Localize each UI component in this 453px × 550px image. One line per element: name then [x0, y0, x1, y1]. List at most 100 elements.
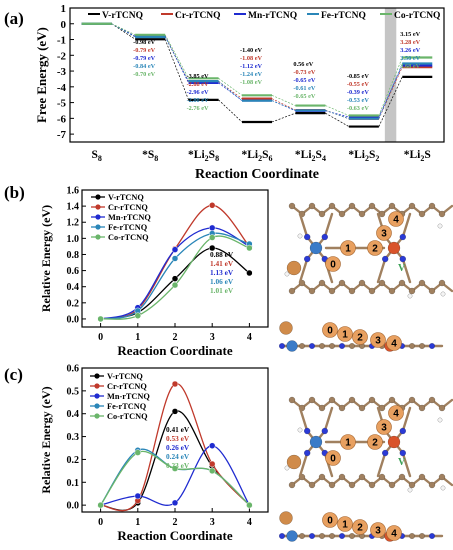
- carbon-atom: [428, 202, 436, 210]
- carbon-atom: [288, 202, 296, 210]
- data-point: [246, 269, 253, 277]
- carbon-atom: [398, 473, 406, 481]
- position-marker: [352, 519, 368, 535]
- nitrogen-atom: [399, 233, 407, 241]
- y-tick-label: 0.3: [67, 432, 80, 443]
- y-tick-label: 0.1: [67, 478, 80, 489]
- carbon-atom: [318, 279, 326, 287]
- chain-atom: [308, 532, 316, 540]
- carbon-atom: [408, 202, 416, 210]
- position-label: 1: [345, 244, 351, 255]
- chain-atom: [298, 532, 306, 540]
- x-category-label: *Li2S4: [295, 149, 326, 163]
- data-point: [171, 465, 179, 472]
- step-energy-annotation: -0.98 eV: [133, 39, 155, 46]
- step-energy-annotation: -2.80 eV: [187, 97, 209, 104]
- nitrogen-atom: [321, 427, 329, 435]
- data-point: [208, 234, 216, 241]
- position-marker: [370, 332, 386, 348]
- metal-label: V: [398, 263, 406, 274]
- data-point: [134, 449, 142, 456]
- panel-label: (b): [4, 183, 25, 202]
- legend-marker: [95, 214, 101, 220]
- y-tick-label: 0.0: [67, 314, 80, 325]
- x-category-label: S8: [92, 149, 102, 163]
- chain-atom: [428, 532, 436, 540]
- position-label: 1: [342, 330, 348, 341]
- carbon-atom: [358, 404, 366, 412]
- data-point: [208, 460, 216, 468]
- position-marker: [386, 335, 402, 351]
- bond: [401, 406, 412, 433]
- y-tick-label: 1.0: [67, 234, 80, 245]
- legend-label: Co-rTCNQ: [108, 233, 149, 242]
- hydrogen-atom: [437, 223, 443, 229]
- legend-label: Fe-rTCNQ: [108, 223, 148, 232]
- x-tick-label: 1: [135, 332, 140, 343]
- bond: [298, 257, 309, 284]
- y-tick-label: -3: [57, 66, 67, 78]
- carbon-atom: [338, 210, 346, 218]
- legend-marker: [94, 403, 100, 409]
- data-point: [97, 315, 104, 323]
- position-label: 4: [391, 529, 397, 540]
- hydrogen-atom: [440, 485, 446, 491]
- position-label: 0: [327, 326, 333, 337]
- connector: [218, 78, 243, 96]
- legend-marker: [94, 413, 100, 419]
- carbon-atom: [308, 287, 316, 295]
- carbon-atom: [408, 396, 416, 404]
- carbon-atom: [438, 404, 446, 412]
- barrier-label: 0.53 eV: [166, 434, 190, 443]
- y-tick-label: 0.5: [67, 386, 80, 397]
- data-point: [171, 380, 179, 388]
- bond: [323, 406, 334, 433]
- step-energy-annotation: 3.28 eV: [400, 39, 420, 46]
- position-label: 4: [391, 339, 397, 350]
- legend-label: Co-rTCNQ: [107, 412, 148, 421]
- position-marker: [388, 405, 404, 421]
- chain-atom: [418, 532, 426, 540]
- chain-atom: [428, 342, 436, 350]
- connector: [218, 99, 243, 123]
- position-label: 3: [375, 526, 381, 537]
- x-axis-label: Reaction Coordinate: [195, 167, 319, 182]
- position-label: 3: [375, 336, 381, 347]
- legend-marker: [95, 204, 101, 210]
- step-energy-annotation: 3.15 eV: [400, 31, 420, 38]
- hydrogen-atom: [297, 427, 303, 433]
- position-label: 1: [342, 520, 348, 531]
- y-tick-label: 0.2: [67, 298, 80, 309]
- y-tick-label: 0.6: [67, 364, 80, 375]
- y-tick-label: -6: [57, 113, 67, 125]
- connector: [218, 80, 243, 101]
- position-marker: [352, 329, 368, 345]
- bond: [298, 406, 309, 433]
- connector: [218, 82, 243, 101]
- carbon-atom: [318, 473, 326, 481]
- position-label: 0: [330, 260, 336, 271]
- carbon-atom: [378, 279, 386, 287]
- chain-atom: [408, 532, 416, 540]
- barrier-label: 0.23 eV: [166, 461, 190, 470]
- position-label: 2: [372, 438, 378, 449]
- x-axis-label: Reaction Coordinate: [117, 528, 232, 543]
- step-energy-annotation: -1.40 eV: [240, 47, 262, 54]
- step-energy-annotation: -0.79 eV: [133, 47, 155, 54]
- position-label: 4: [393, 215, 399, 226]
- position-label: 3: [381, 423, 387, 434]
- y-tick-label: 1.2: [67, 218, 80, 229]
- step-energy-annotation: -3.85 eV: [187, 73, 209, 80]
- data-point: [208, 442, 216, 449]
- step-energy-annotation: -0.73 eV: [293, 69, 315, 76]
- metal-atom: [387, 435, 401, 449]
- carbon-atom: [368, 481, 376, 489]
- step-energy-annotation: -2.88 eV: [187, 81, 209, 88]
- carbon-atom: [378, 473, 386, 481]
- legend-label: V-rTCNQ: [107, 372, 143, 381]
- chain-atom: [278, 532, 286, 540]
- chain-atom: [328, 342, 336, 350]
- connector: [164, 34, 189, 79]
- step-energy-annotation: -0.79 eV: [133, 55, 155, 62]
